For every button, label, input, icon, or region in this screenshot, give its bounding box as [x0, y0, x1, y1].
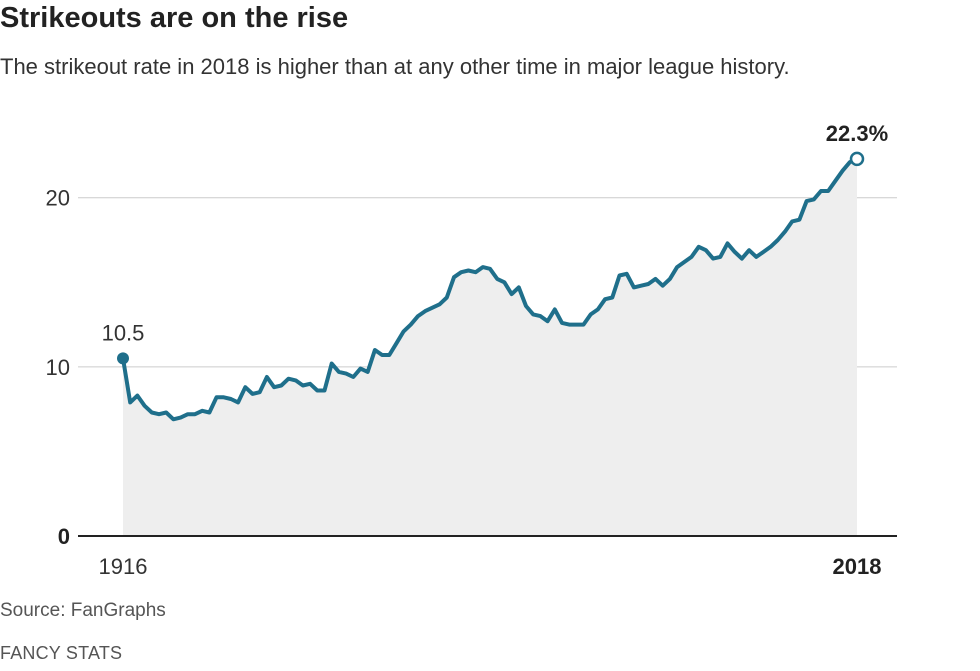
y-tick-label-0: 0	[58, 524, 70, 549]
series-line	[121, 156, 859, 422]
endpoint-marker-2018	[849, 151, 865, 167]
tick-labels: 0 10 20 1916 2018	[46, 186, 882, 579]
x-tick-label-2018: 2018	[833, 554, 882, 579]
chart-subtitle: The strikeout rate in 2018 is higher tha…	[0, 54, 790, 79]
endpoint-marker-1916	[117, 352, 129, 365]
annotations: 10.5 22.3%	[102, 121, 888, 365]
area-fill	[123, 158, 857, 537]
data-label-2018: 22.3%	[826, 121, 888, 146]
y-tick-label-20: 20	[46, 186, 70, 211]
source-note: Source: FanGraphs	[0, 600, 166, 621]
credit-label: FANCY STATS	[0, 643, 123, 663]
data-label-1916: 10.5	[102, 320, 145, 345]
chart-title: Strikeouts are on the rise	[0, 2, 349, 34]
strikeout-rate-chart: 0 10 20 1916 2018 10.5 22.3%	[46, 121, 897, 579]
x-tick-label-1916: 1916	[99, 554, 148, 579]
y-tick-label-10: 10	[46, 355, 70, 380]
